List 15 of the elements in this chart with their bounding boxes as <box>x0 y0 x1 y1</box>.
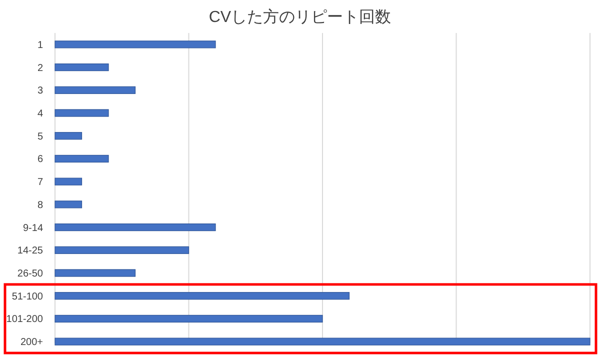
y-tick-label: 2 <box>37 62 44 74</box>
y-tick-label: 51-100 <box>12 291 44 302</box>
y-tick-label: 4 <box>37 108 44 120</box>
y-tick-label: 5 <box>37 131 44 142</box>
chart-title: CVした方のリピート回数 <box>208 8 392 26</box>
y-tick-label: 3 <box>37 86 44 97</box>
y-tick-label: 7 <box>37 177 44 188</box>
y-tick-label: 1 <box>37 40 44 51</box>
y-tick-label: 26-50 <box>17 268 44 280</box>
y-tick-label: 101-200 <box>6 314 44 326</box>
y-tick-label: 200+ <box>20 337 44 348</box>
y-tick-label: 8 <box>37 200 44 211</box>
y-tick-label: 14-25 <box>17 246 44 257</box>
y-tick-label: 9-14 <box>22 222 44 234</box>
y-tick-label: 6 <box>37 154 44 166</box>
